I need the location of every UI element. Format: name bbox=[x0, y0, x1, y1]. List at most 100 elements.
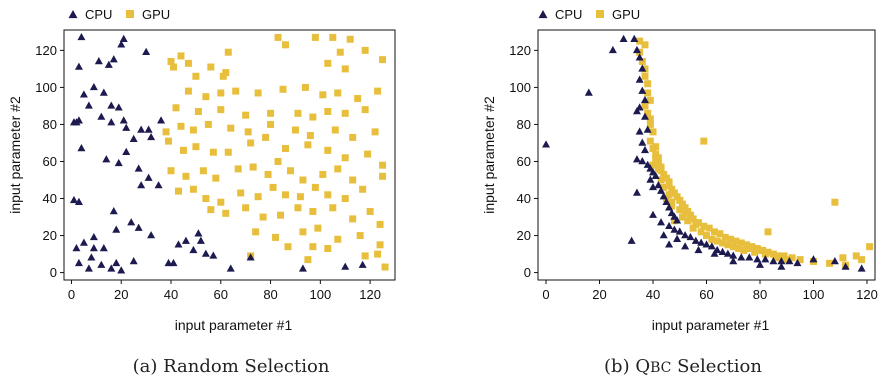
gpu-point bbox=[217, 89, 225, 97]
x-tick-label: 80 bbox=[263, 287, 277, 302]
cpu-point bbox=[665, 221, 674, 230]
cpu-point bbox=[194, 229, 203, 237]
gpu-point bbox=[279, 85, 287, 93]
gpu-point bbox=[361, 106, 369, 114]
gpu-point bbox=[379, 161, 387, 169]
gpu-point bbox=[286, 167, 294, 175]
cpu-point bbox=[643, 125, 652, 133]
x-axis-label: input parameter #1 bbox=[175, 317, 293, 333]
cpu-point bbox=[107, 118, 116, 126]
cpu-point bbox=[745, 253, 754, 261]
gpu-point bbox=[660, 183, 668, 191]
gpu-point bbox=[177, 122, 185, 130]
gpu-point bbox=[341, 109, 349, 117]
gpu-point bbox=[184, 59, 192, 67]
x-tick-label: 20 bbox=[592, 287, 606, 302]
gpu-point bbox=[796, 256, 804, 264]
gpu-point bbox=[242, 204, 250, 212]
x-tick-label: 40 bbox=[164, 287, 178, 302]
cpu-point bbox=[665, 240, 674, 248]
y-tick-label: 20 bbox=[43, 228, 57, 243]
plot-frame bbox=[63, 29, 396, 281]
gpu-point bbox=[644, 109, 652, 117]
gpu-point bbox=[686, 211, 694, 219]
gpu-point bbox=[232, 87, 240, 95]
gpu-point bbox=[866, 243, 874, 251]
gpu-point bbox=[311, 183, 319, 191]
gpu-point bbox=[319, 170, 327, 178]
cpu-point bbox=[723, 249, 732, 257]
gpu-point bbox=[207, 63, 215, 71]
cpu-point bbox=[635, 127, 644, 135]
series-gpu bbox=[636, 37, 874, 269]
gpu-point bbox=[654, 165, 662, 173]
gpu-point bbox=[641, 72, 649, 80]
cpu-point bbox=[694, 245, 703, 254]
x-tick-label: 80 bbox=[753, 287, 767, 302]
gpu-point bbox=[366, 207, 374, 215]
gpu-point bbox=[334, 89, 342, 97]
cpu-point bbox=[77, 144, 86, 152]
cpu-point bbox=[154, 181, 163, 189]
gpu-point bbox=[222, 209, 230, 217]
gpu-point bbox=[764, 228, 772, 236]
gpu-point bbox=[306, 132, 314, 140]
cpu-point bbox=[697, 238, 706, 246]
gpu-point bbox=[329, 204, 337, 212]
legend-cpu-label: CPU bbox=[85, 7, 112, 22]
gpu-point bbox=[227, 124, 235, 132]
cpu-point bbox=[638, 138, 647, 146]
gpu-point bbox=[705, 224, 713, 232]
cpu-point bbox=[298, 264, 307, 272]
legend: CPU GPU bbox=[538, 7, 640, 22]
gpu-point bbox=[224, 48, 232, 56]
cpu-point bbox=[830, 257, 839, 265]
cpu-point bbox=[157, 116, 166, 124]
cpu-point bbox=[640, 145, 649, 154]
gpu-point bbox=[756, 246, 764, 254]
cpu-point bbox=[112, 225, 121, 233]
gpu-point bbox=[172, 104, 180, 112]
gpu-point bbox=[267, 109, 275, 117]
gpu-point bbox=[324, 107, 332, 115]
gpu-point bbox=[294, 109, 302, 117]
gpu-point bbox=[284, 243, 292, 251]
gpu-point bbox=[162, 128, 170, 136]
gpu-point bbox=[703, 232, 710, 240]
x-axis-label: input parameter #1 bbox=[652, 317, 770, 333]
gpu-point bbox=[259, 213, 267, 221]
cpu-point bbox=[691, 236, 700, 244]
gpu-point bbox=[299, 176, 307, 184]
gpu-point bbox=[772, 254, 780, 262]
series-gpu bbox=[162, 33, 389, 271]
gpu-point bbox=[324, 191, 332, 199]
gpu-point bbox=[207, 206, 215, 214]
gpu-point bbox=[247, 139, 255, 147]
gpu-point bbox=[751, 248, 759, 256]
gpu-point bbox=[371, 128, 379, 136]
gpu-point bbox=[314, 224, 322, 232]
cpu-point bbox=[638, 86, 647, 94]
panel-caption: (a) Random Selection bbox=[133, 356, 330, 377]
gpu-point bbox=[665, 191, 673, 199]
gpu-point bbox=[649, 161, 657, 169]
cpu-point bbox=[649, 210, 658, 218]
gpu-point bbox=[769, 250, 777, 258]
cpu-point bbox=[94, 57, 103, 65]
cpu-point bbox=[246, 253, 255, 261]
cpu-point bbox=[785, 257, 794, 265]
gpu-point bbox=[274, 157, 282, 165]
gpu-point bbox=[262, 133, 270, 141]
cpu-point bbox=[673, 234, 682, 242]
cpu-point bbox=[718, 247, 727, 255]
gpu-point bbox=[668, 185, 676, 193]
gpu-point bbox=[745, 245, 753, 253]
gpu-point bbox=[676, 196, 684, 204]
gpu-point bbox=[349, 176, 357, 184]
gpu-point bbox=[740, 246, 748, 254]
gpu-point bbox=[376, 220, 384, 228]
gpu-point bbox=[641, 65, 649, 73]
cpu-point bbox=[707, 242, 716, 250]
cpu-point bbox=[77, 32, 86, 41]
cpu-point bbox=[117, 266, 126, 274]
